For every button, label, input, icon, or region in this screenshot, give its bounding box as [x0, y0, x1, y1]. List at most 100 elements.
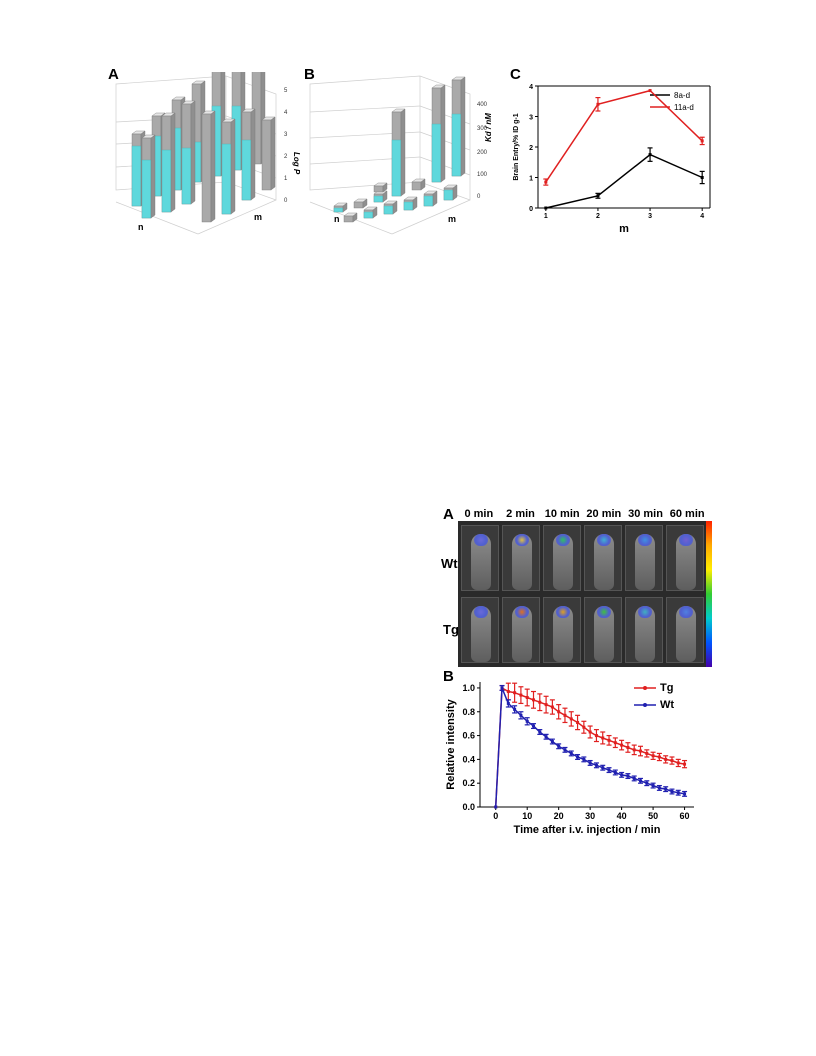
time-label-3: 20 min [586, 508, 622, 520]
bar-highlight [403, 201, 414, 211]
z-tick-1: 1 [284, 176, 288, 182]
z-tick-4: 4 [284, 110, 288, 116]
in-vivo-imaging-panel [458, 521, 708, 667]
legend-label: 11a-d [674, 103, 694, 112]
bar-front [201, 113, 212, 223]
kd-3d-bar-chart: 0 100 200 300 400 Kd / nM n m [309, 75, 493, 235]
mouse-body [635, 534, 655, 590]
time-header: 0 min 2 min 10 min 20 min 30 min 60 min [458, 508, 708, 524]
data-point [544, 206, 548, 210]
bars [333, 76, 466, 223]
y-tick-label: 0 [529, 206, 533, 213]
x-tick-label: 10 [522, 811, 532, 821]
bar-front [353, 201, 364, 209]
bar-highlight [383, 205, 394, 215]
brain-signal-spot [679, 534, 693, 546]
data-point [639, 749, 642, 753]
data-point [594, 734, 598, 738]
brain-signal-spot [638, 606, 652, 618]
data-point [569, 751, 573, 755]
y-axis-label: Brain Entry/% ID g-1 [513, 113, 520, 180]
data-point [648, 89, 652, 93]
mouse-image [666, 597, 704, 663]
x-axis-label: Time after i.v. injection / min [514, 824, 661, 836]
data-point [700, 139, 704, 143]
bar-highlight [443, 189, 454, 201]
mouse-image [461, 525, 499, 591]
bar-highlight [241, 139, 252, 201]
z-tick-5: 5 [284, 88, 288, 94]
relative-intensity-line-chart: 0.0 0.2 0.4 0.6 0.8 1.0 0 10 20 30 40 50 60 Time afte… [445, 682, 694, 836]
data-point [651, 754, 655, 758]
mouse-image [543, 597, 581, 663]
z-tick-2: 200 [477, 150, 488, 156]
data-point [648, 153, 652, 157]
data-point [582, 757, 586, 761]
data-point [519, 713, 523, 717]
data-point [544, 180, 548, 184]
data-point [676, 791, 680, 795]
z-tick-0: 0 [284, 198, 288, 204]
data-point [657, 786, 661, 790]
mouse-image [543, 525, 581, 591]
bar-highlight [161, 149, 172, 213]
time-label-4: 30 min [628, 508, 663, 520]
series-line-0 [545, 153, 703, 209]
data-point [563, 713, 567, 717]
mouse-image [502, 597, 540, 663]
data-point [683, 792, 687, 796]
x-tick-label: 60 [680, 811, 690, 821]
bar-highlight [373, 195, 384, 203]
data-point [532, 698, 535, 702]
bar-side [270, 116, 276, 191]
bar-side [412, 196, 418, 211]
data-point [607, 768, 611, 772]
z-tick-3: 300 [477, 126, 488, 132]
series-line-1 [545, 89, 703, 183]
data-point [700, 176, 704, 179]
y-axis-label: m [254, 212, 262, 222]
mouse-image [625, 597, 663, 663]
y-axis-label: m [448, 214, 456, 224]
data-point [632, 748, 636, 752]
bar-side [352, 212, 358, 223]
time-label-2: 10 min [544, 508, 580, 520]
bars [131, 72, 276, 223]
bar-highlight [131, 145, 142, 207]
x-axis-label: n [334, 214, 340, 224]
brain-signal-spot [556, 606, 570, 618]
data-point [500, 686, 504, 690]
data-point [557, 710, 561, 714]
y-tick-label: 2 [529, 145, 533, 152]
bar-highlight [141, 159, 152, 219]
data-point [613, 741, 617, 745]
data-point [645, 751, 649, 755]
z-tick-0: 0 [477, 194, 481, 200]
data-point [576, 755, 580, 759]
data-point [664, 787, 668, 791]
data-point [538, 730, 542, 734]
time-label-1: 2 min [506, 508, 535, 520]
data-point [513, 691, 517, 695]
bar-side [372, 206, 378, 219]
data-point [601, 766, 605, 770]
panel-label-a: A [108, 66, 119, 83]
x-tick-label: 1 [544, 213, 548, 220]
mouse-image [584, 525, 622, 591]
mouse-body [676, 606, 696, 662]
data-point [594, 763, 598, 767]
data-point [645, 781, 649, 785]
data-point [557, 744, 561, 748]
mouse-image [502, 525, 540, 591]
brain-signal-spot [474, 606, 488, 618]
bar-highlight [181, 147, 192, 205]
z-tick-1: 100 [477, 172, 488, 178]
bar-side [362, 198, 368, 209]
data-point [519, 693, 523, 697]
brain-signal-spot [556, 534, 570, 546]
z-tick-3: 3 [284, 132, 288, 138]
x-tick-label: 50 [648, 811, 658, 821]
legend-label: Tg [660, 682, 673, 694]
bar-front [343, 215, 354, 223]
x-tick-label: 40 [617, 811, 627, 821]
